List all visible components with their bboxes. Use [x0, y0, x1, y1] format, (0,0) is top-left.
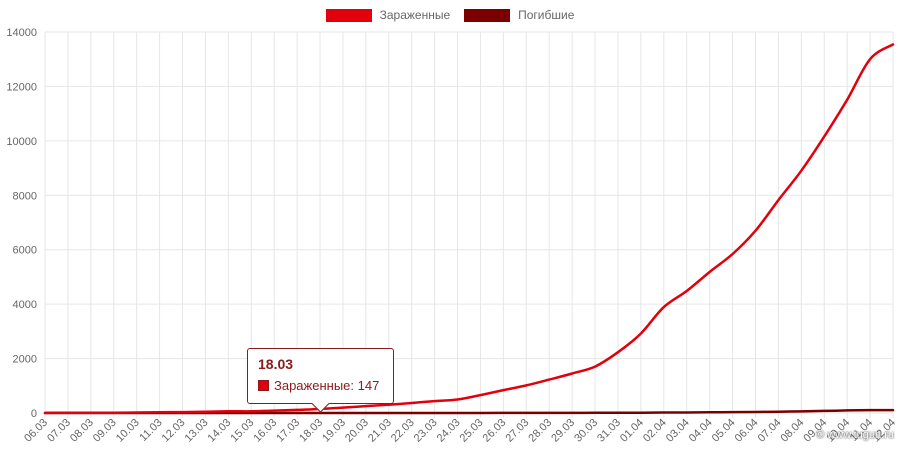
- x-tick-label: 13.03: [183, 417, 211, 445]
- x-tick-label: 07.03: [45, 417, 73, 445]
- tooltip-row: Зараженные: 147: [258, 378, 383, 393]
- legend-label: Зараженные: [379, 8, 451, 22]
- x-tick-label: 18.03: [297, 417, 325, 445]
- x-tick-label: 14.03: [206, 417, 234, 445]
- x-tick-label: 09.03: [91, 417, 119, 445]
- x-tick-label: 22.03: [389, 417, 417, 445]
- x-tick-label: 27.03: [503, 417, 531, 445]
- y-tick-label: 8000: [13, 190, 37, 202]
- x-tick-label: 23.03: [412, 417, 440, 445]
- tooltip: 18.03 Зараженные: 147: [247, 348, 394, 413]
- y-axis-ticks: 0 2000 4000 6000 8000 10000 12000 14000: [6, 27, 37, 420]
- y-tick-label: 14000: [6, 27, 37, 39]
- legend-swatch: [464, 8, 511, 22]
- watermark: © www.tugun.ru: [816, 429, 894, 441]
- x-tick-label: 16.03: [251, 417, 279, 445]
- x-axis-ticks: 06.0307.0308.0309.0310.0311.0312.0313.03…: [22, 417, 898, 445]
- x-tick-label: 21.03: [366, 417, 394, 445]
- x-tick-label: 25.03: [458, 417, 486, 445]
- x-tick-label: 06.03: [22, 417, 50, 445]
- series-lines: [43, 43, 895, 415]
- x-tick-label: 08.03: [68, 417, 96, 445]
- x-tick-label: 02.04: [641, 417, 669, 445]
- x-tick-label: 31.03: [595, 417, 623, 445]
- x-tick-label: 01.04: [618, 417, 646, 445]
- x-tick-label: 28.03: [526, 417, 554, 445]
- legend-label: Погибшие: [518, 8, 575, 22]
- x-tick-label: 29.03: [549, 417, 577, 445]
- y-tick-label: 4000: [13, 299, 37, 311]
- y-tick-label: 6000: [13, 245, 37, 257]
- series-line: [43, 43, 895, 415]
- legend: Зараженные Погибшие: [0, 8, 900, 22]
- x-tick-label: 07.04: [756, 417, 784, 445]
- legend-item[interactable]: Зараженные: [325, 8, 451, 22]
- x-tick-label: 19.03: [320, 417, 348, 445]
- x-tick-label: 30.03: [572, 417, 600, 445]
- tooltip-color-box: [258, 380, 269, 391]
- x-tick-label: 08.04: [778, 417, 806, 445]
- x-tick-label: 12.03: [160, 417, 188, 445]
- x-tick-label: 20.03: [343, 417, 371, 445]
- x-tick-label: 15.03: [228, 417, 256, 445]
- x-tick-label: 11.03: [137, 417, 164, 444]
- y-tick-label: 10000: [6, 136, 37, 148]
- x-tick-label: 10.03: [114, 417, 142, 445]
- x-tick-label: 17.03: [274, 417, 302, 445]
- tooltip-title: 18.03: [258, 356, 294, 372]
- y-tick-label: 12000: [6, 81, 37, 93]
- legend-swatch: [325, 8, 372, 22]
- tooltip-label: Зараженные: 147: [274, 378, 380, 393]
- x-tick-label: 26.03: [481, 417, 509, 445]
- legend-item[interactable]: Погибшие: [464, 8, 574, 22]
- x-tick-label: 04.04: [687, 417, 715, 445]
- x-tick-label: 03.04: [664, 417, 692, 445]
- grid-lines: [44, 31, 894, 418]
- x-tick-label: 24.03: [435, 417, 463, 445]
- x-tick-label: 06.04: [733, 417, 761, 445]
- y-tick-label: 2000: [13, 354, 37, 366]
- x-tick-label: 05.04: [710, 417, 738, 445]
- y-tick-label: 0: [31, 408, 37, 420]
